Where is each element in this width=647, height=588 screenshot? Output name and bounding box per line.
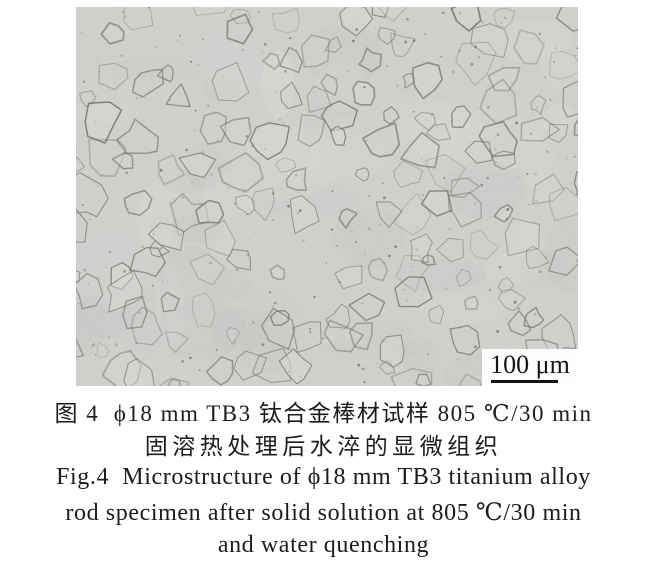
- caption-zh-line1: 图 4 ϕ18 mm TB3 钛合金棒材试样 805 ℃/30 min: [54, 401, 593, 426]
- micrograph-grains-svg: [76, 7, 578, 386]
- caption-en-line1: Fig.4 Microstructure of ϕ18 mm TB3 titan…: [56, 464, 591, 490]
- caption-zh-line2: 固溶热处理后水淬的显微组织: [144, 434, 503, 459]
- caption-en-line2: rod specimen after solid solution at 805…: [65, 500, 582, 526]
- micrograph-image: 100 μm: [76, 7, 578, 386]
- caption-en-line3: and water quenching: [217, 532, 430, 558]
- scale-bar-line: [491, 380, 558, 383]
- scale-bar-label: 100 μm: [490, 350, 570, 379]
- scale-bar: 100 μm: [482, 349, 578, 386]
